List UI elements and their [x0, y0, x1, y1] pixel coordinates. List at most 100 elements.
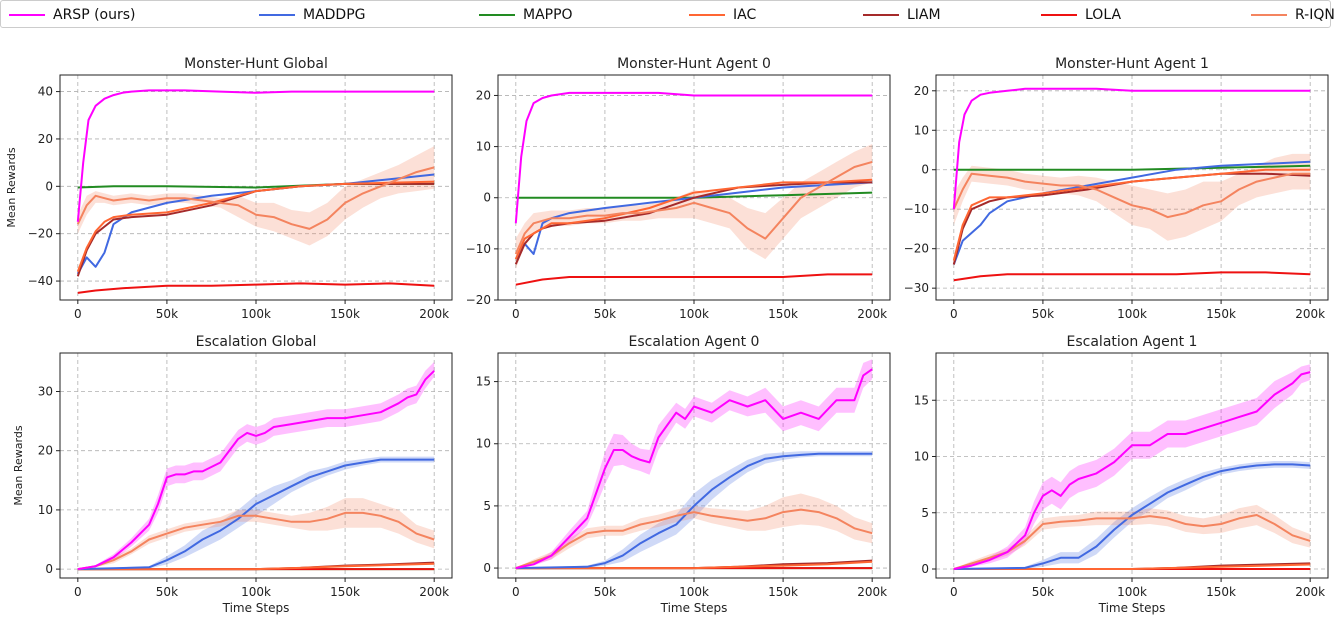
plot-area [77, 361, 435, 571]
chart-panel: 0 50k 100k 150k 200k 0 5 10 15 Escalation Agent 0… [476, 334, 891, 615]
legend-swatch [1251, 14, 1287, 16]
series-line [952, 168, 1311, 261]
series-line [515, 191, 873, 199]
y-tick-label: 0 [45, 179, 53, 193]
x-tick-label: 200k [419, 585, 449, 599]
confidence-band [77, 361, 435, 570]
x-tick-label: 50k [156, 307, 178, 321]
x-tick-label: 50k [594, 307, 616, 321]
series-line [514, 181, 873, 260]
legend-swatch [689, 14, 725, 16]
x-tick-label: 100k [679, 585, 709, 599]
legend-swatch [1041, 14, 1077, 16]
legend-item: MAPPO [479, 1, 573, 29]
y-tick-label: 10 [914, 123, 929, 137]
series-line [515, 452, 873, 570]
legend-label: ARSP (ours) [53, 7, 136, 23]
series-line [953, 164, 1311, 171]
series-line [953, 463, 1311, 570]
x-tick-label: 0 [950, 307, 958, 321]
series-line [514, 178, 873, 260]
chart-title: Monster-Hunt Agent 1 [1055, 56, 1209, 72]
x-tick-label: 200k [857, 585, 887, 599]
x-tick-label: 100k [1117, 307, 1147, 321]
legend-swatch [479, 14, 515, 16]
legend-item: LIAM [863, 1, 941, 29]
x-tick-label: 50k [1032, 307, 1054, 321]
y-tick-label: 30 [38, 384, 53, 398]
x-tick-label: 50k [594, 585, 616, 599]
legend-label: LOLA [1085, 7, 1122, 23]
y-tick-label: 0 [921, 163, 929, 177]
y-tick-label: −20 [28, 227, 53, 241]
series-line [76, 180, 435, 272]
y-tick-label: 15 [914, 393, 929, 407]
series-line [77, 458, 435, 571]
x-tick-label: 200k [419, 307, 449, 321]
x-tick-label: 100k [679, 307, 709, 321]
chart-panel: 0 50k 100k 150k 200k 0 10 20 30 Escalation Global… [12, 334, 453, 615]
series-line [515, 508, 873, 570]
y-tick-label: −10 [466, 242, 491, 256]
legend-item: R-IQN [1251, 1, 1335, 29]
legend-item: ARSP (ours) [9, 1, 136, 29]
series-line [514, 91, 873, 224]
plot-area [515, 359, 873, 570]
legend-swatch [863, 14, 899, 16]
x-tick-label: 150k [330, 585, 360, 599]
series-line [77, 282, 435, 294]
y-tick-label: −30 [904, 281, 929, 295]
y-tick-label: −20 [904, 242, 929, 256]
x-tick-label: 0 [74, 307, 82, 321]
x-tick-label: 100k [241, 585, 271, 599]
x-tick-label: 100k [241, 307, 271, 321]
confidence-band [953, 504, 1311, 569]
y-axis-label: Mean Rewards [5, 147, 18, 227]
chart-panel: 0 50k 100k 150k 200k −30 −20 −10 0 10 20 Monster-Hu… [904, 56, 1329, 321]
series-line [77, 370, 435, 571]
y-tick-label: −20 [466, 293, 491, 307]
y-tick-label: 0 [483, 191, 491, 205]
x-tick-label: 200k [857, 307, 887, 321]
y-tick-label: 5 [921, 506, 929, 520]
y-tick-label: 0 [45, 562, 53, 576]
x-tick-label: 200k [1295, 307, 1325, 321]
x-tick-label: 0 [950, 585, 958, 599]
series-line [77, 511, 435, 571]
chart-title: Monster-Hunt Global [184, 56, 328, 72]
legend-swatch [259, 14, 295, 16]
plot-area [514, 91, 873, 286]
x-tick-label: 50k [156, 585, 178, 599]
y-tick-label: 10 [476, 437, 491, 451]
confidence-band [953, 364, 1311, 569]
x-tick-label: 150k [330, 307, 360, 321]
y-tick-label: 0 [921, 562, 929, 576]
chart-panel: 0 50k 100k 150k 200k 0 5 10 15 Escalation Agent 1… [914, 334, 1329, 615]
confidence-band [515, 144, 873, 270]
y-tick-label: 20 [38, 132, 53, 146]
series-line [515, 368, 873, 570]
confidence-band [953, 153, 1311, 241]
x-tick-label: 0 [74, 585, 82, 599]
series-line [952, 172, 1311, 219]
x-axis-label: Time Steps [222, 601, 290, 615]
y-tick-label: 20 [476, 88, 491, 102]
y-tick-label: 10 [914, 450, 929, 464]
chart-title: Escalation Agent 1 [1067, 334, 1198, 350]
series-line [515, 273, 873, 286]
x-tick-label: 50k [1032, 585, 1054, 599]
y-tick-label: 10 [38, 503, 53, 517]
x-tick-label: 0 [512, 307, 520, 321]
confidence-band [77, 498, 435, 570]
y-tick-label: 15 [476, 375, 491, 389]
y-tick-label: −40 [28, 274, 53, 288]
series-line [953, 271, 1311, 282]
chart-panel: 0 50k 100k 150k 200k −40 −20 0 20 40 Monster-Hunt … [5, 56, 453, 321]
legend-label: IAC [733, 7, 757, 23]
x-axis-label: Time Steps [1098, 601, 1166, 615]
legend-label: MADDPG [303, 7, 366, 23]
confidence-band [77, 146, 435, 246]
plot-area [76, 89, 435, 294]
legend-item: MADDPG [259, 1, 366, 29]
series-line [76, 166, 435, 230]
